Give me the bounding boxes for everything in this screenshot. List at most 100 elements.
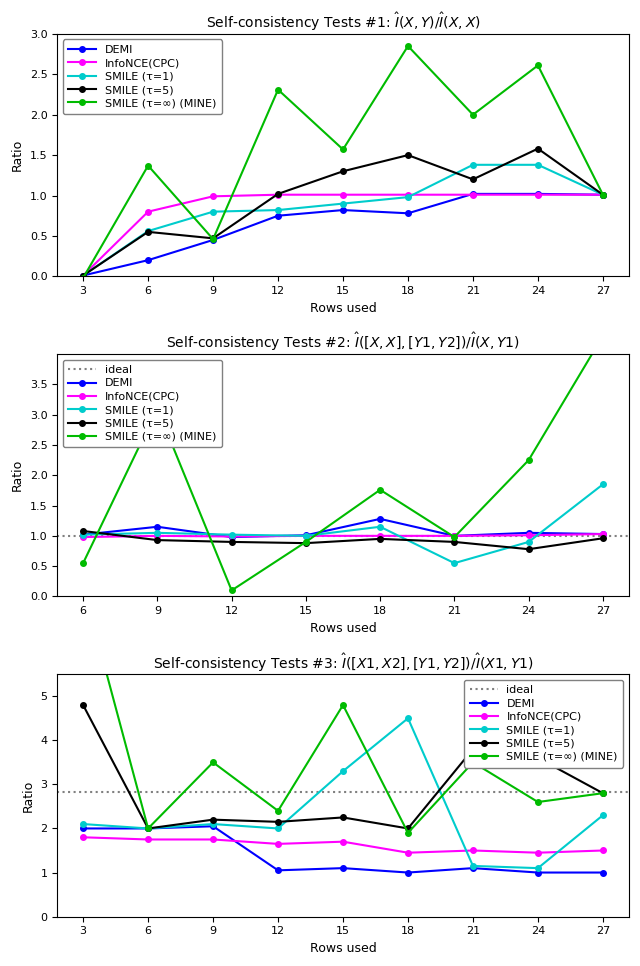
SMILE (τ=∞) (MINE) bbox=[339, 699, 347, 711]
SMILE (τ=5) bbox=[599, 189, 607, 201]
DEMI bbox=[339, 204, 347, 215]
DEMI bbox=[376, 513, 384, 525]
SMILE (τ=1) bbox=[404, 191, 412, 203]
InfoNCE(CPC) bbox=[404, 847, 412, 859]
DEMI bbox=[599, 867, 607, 878]
X-axis label: Rows used: Rows used bbox=[310, 942, 376, 954]
SMILE (τ=5) bbox=[209, 813, 217, 825]
SMILE (τ=5) bbox=[274, 816, 282, 828]
Line: SMILE (τ=1): SMILE (τ=1) bbox=[81, 716, 605, 871]
SMILE (τ=5) bbox=[144, 823, 152, 835]
DEMI bbox=[209, 820, 217, 832]
Title: Self-consistency Tests #1: $\hat{I}(X,Y)/\hat{I}(X,X)$: Self-consistency Tests #1: $\hat{I}(X,Y)… bbox=[205, 12, 481, 34]
SMILE (τ=5) bbox=[451, 536, 458, 548]
InfoNCE(CPC) bbox=[339, 836, 347, 847]
InfoNCE(CPC) bbox=[274, 838, 282, 850]
DEMI bbox=[209, 234, 217, 245]
SMILE (τ=5) bbox=[469, 174, 477, 185]
Line: SMILE (τ=5): SMILE (τ=5) bbox=[81, 146, 605, 278]
SMILE (τ=5) bbox=[228, 536, 236, 548]
Y-axis label: Ratio: Ratio bbox=[11, 139, 24, 171]
Line: SMILE (τ=1): SMILE (τ=1) bbox=[81, 162, 605, 278]
SMILE (τ=∞) (MINE) bbox=[144, 823, 152, 835]
SMILE (τ=5) bbox=[144, 226, 152, 238]
SMILE (τ=∞) (MINE) bbox=[339, 144, 347, 156]
Line: DEMI: DEMI bbox=[81, 516, 605, 540]
InfoNCE(CPC) bbox=[228, 530, 236, 542]
DEMI bbox=[144, 254, 152, 266]
SMILE (τ=∞) (MINE) bbox=[228, 584, 236, 596]
SMILE (τ=1) bbox=[144, 823, 152, 835]
InfoNCE(CPC) bbox=[79, 832, 87, 843]
SMILE (τ=1) bbox=[451, 557, 458, 569]
InfoNCE(CPC) bbox=[144, 206, 152, 217]
Legend: ideal, DEMI, InfoNCE(CPC), SMILE (τ=1), SMILE (τ=5), SMILE (τ=∞) (MINE): ideal, DEMI, InfoNCE(CPC), SMILE (τ=1), … bbox=[464, 680, 623, 768]
InfoNCE(CPC) bbox=[404, 189, 412, 201]
DEMI bbox=[154, 521, 161, 532]
InfoNCE(CPC) bbox=[209, 190, 217, 202]
SMILE (τ=∞) (MINE) bbox=[144, 159, 152, 171]
SMILE (τ=∞) (MINE) bbox=[469, 109, 477, 121]
SMILE (τ=5) bbox=[599, 787, 607, 799]
SMILE (τ=1) bbox=[154, 527, 161, 539]
SMILE (τ=∞) (MINE) bbox=[154, 403, 161, 414]
Line: SMILE (τ=1): SMILE (τ=1) bbox=[81, 482, 605, 566]
Y-axis label: Ratio: Ratio bbox=[11, 459, 24, 492]
DEMI bbox=[534, 188, 542, 200]
SMILE (τ=1) bbox=[274, 204, 282, 215]
SMILE (τ=5) bbox=[79, 699, 87, 711]
InfoNCE(CPC) bbox=[534, 189, 542, 201]
SMILE (τ=1) bbox=[209, 818, 217, 830]
DEMI bbox=[274, 210, 282, 221]
SMILE (τ=∞) (MINE) bbox=[599, 189, 607, 201]
DEMI bbox=[404, 208, 412, 219]
SMILE (τ=1) bbox=[228, 528, 236, 540]
SMILE (τ=∞) (MINE) bbox=[469, 756, 477, 768]
InfoNCE(CPC) bbox=[79, 531, 87, 543]
DEMI bbox=[404, 867, 412, 878]
InfoNCE(CPC) bbox=[154, 530, 161, 542]
ideal bbox=[36, 786, 44, 798]
SMILE (τ=5) bbox=[274, 188, 282, 200]
SMILE (τ=1) bbox=[469, 159, 477, 171]
X-axis label: Rows used: Rows used bbox=[310, 622, 376, 635]
DEMI bbox=[534, 867, 542, 878]
SMILE (τ=∞) (MINE) bbox=[302, 536, 310, 548]
SMILE (τ=5) bbox=[404, 823, 412, 835]
InfoNCE(CPC) bbox=[599, 528, 607, 540]
SMILE (τ=∞) (MINE) bbox=[79, 581, 87, 592]
SMILE (τ=1) bbox=[209, 206, 217, 217]
DEMI bbox=[469, 188, 477, 200]
SMILE (τ=∞) (MINE) bbox=[209, 756, 217, 768]
SMILE (τ=1) bbox=[525, 536, 532, 548]
Title: Self-consistency Tests #2: $\hat{I}([X,X],[Y1,Y2])/\hat{I}(X,Y1)$: Self-consistency Tests #2: $\hat{I}([X,X… bbox=[166, 331, 520, 354]
DEMI bbox=[339, 863, 347, 874]
SMILE (τ=∞) (MINE) bbox=[79, 272, 87, 284]
DEMI bbox=[79, 528, 87, 540]
InfoNCE(CPC) bbox=[451, 530, 458, 542]
SMILE (τ=5) bbox=[469, 743, 477, 754]
SMILE (τ=5) bbox=[302, 537, 310, 549]
InfoNCE(CPC) bbox=[339, 189, 347, 201]
X-axis label: Rows used: Rows used bbox=[310, 301, 376, 315]
DEMI bbox=[525, 527, 532, 539]
SMILE (τ=1) bbox=[599, 810, 607, 821]
InfoNCE(CPC) bbox=[302, 530, 310, 542]
SMILE (τ=∞) (MINE) bbox=[79, 557, 87, 569]
InfoNCE(CPC) bbox=[599, 189, 607, 201]
Title: Self-consistency Tests #3: $\hat{I}([X1,X2],[Y1,Y2])/\hat{I}(X1,Y1)$: Self-consistency Tests #3: $\hat{I}([X1,… bbox=[153, 651, 533, 673]
SMILE (τ=5) bbox=[534, 753, 542, 764]
InfoNCE(CPC) bbox=[209, 834, 217, 845]
SMILE (τ=∞) (MINE) bbox=[451, 531, 458, 543]
SMILE (τ=1) bbox=[339, 198, 347, 210]
Line: SMILE (τ=∞) (MINE): SMILE (τ=∞) (MINE) bbox=[81, 333, 605, 593]
SMILE (τ=5) bbox=[79, 526, 87, 537]
SMILE (τ=∞) (MINE) bbox=[209, 234, 217, 245]
SMILE (τ=5) bbox=[404, 150, 412, 161]
InfoNCE(CPC) bbox=[525, 529, 532, 541]
SMILE (τ=∞) (MINE) bbox=[599, 330, 607, 342]
SMILE (τ=∞) (MINE) bbox=[274, 805, 282, 816]
Line: InfoNCE(CPC): InfoNCE(CPC) bbox=[81, 531, 605, 540]
InfoNCE(CPC) bbox=[599, 844, 607, 856]
SMILE (τ=1) bbox=[534, 863, 542, 874]
